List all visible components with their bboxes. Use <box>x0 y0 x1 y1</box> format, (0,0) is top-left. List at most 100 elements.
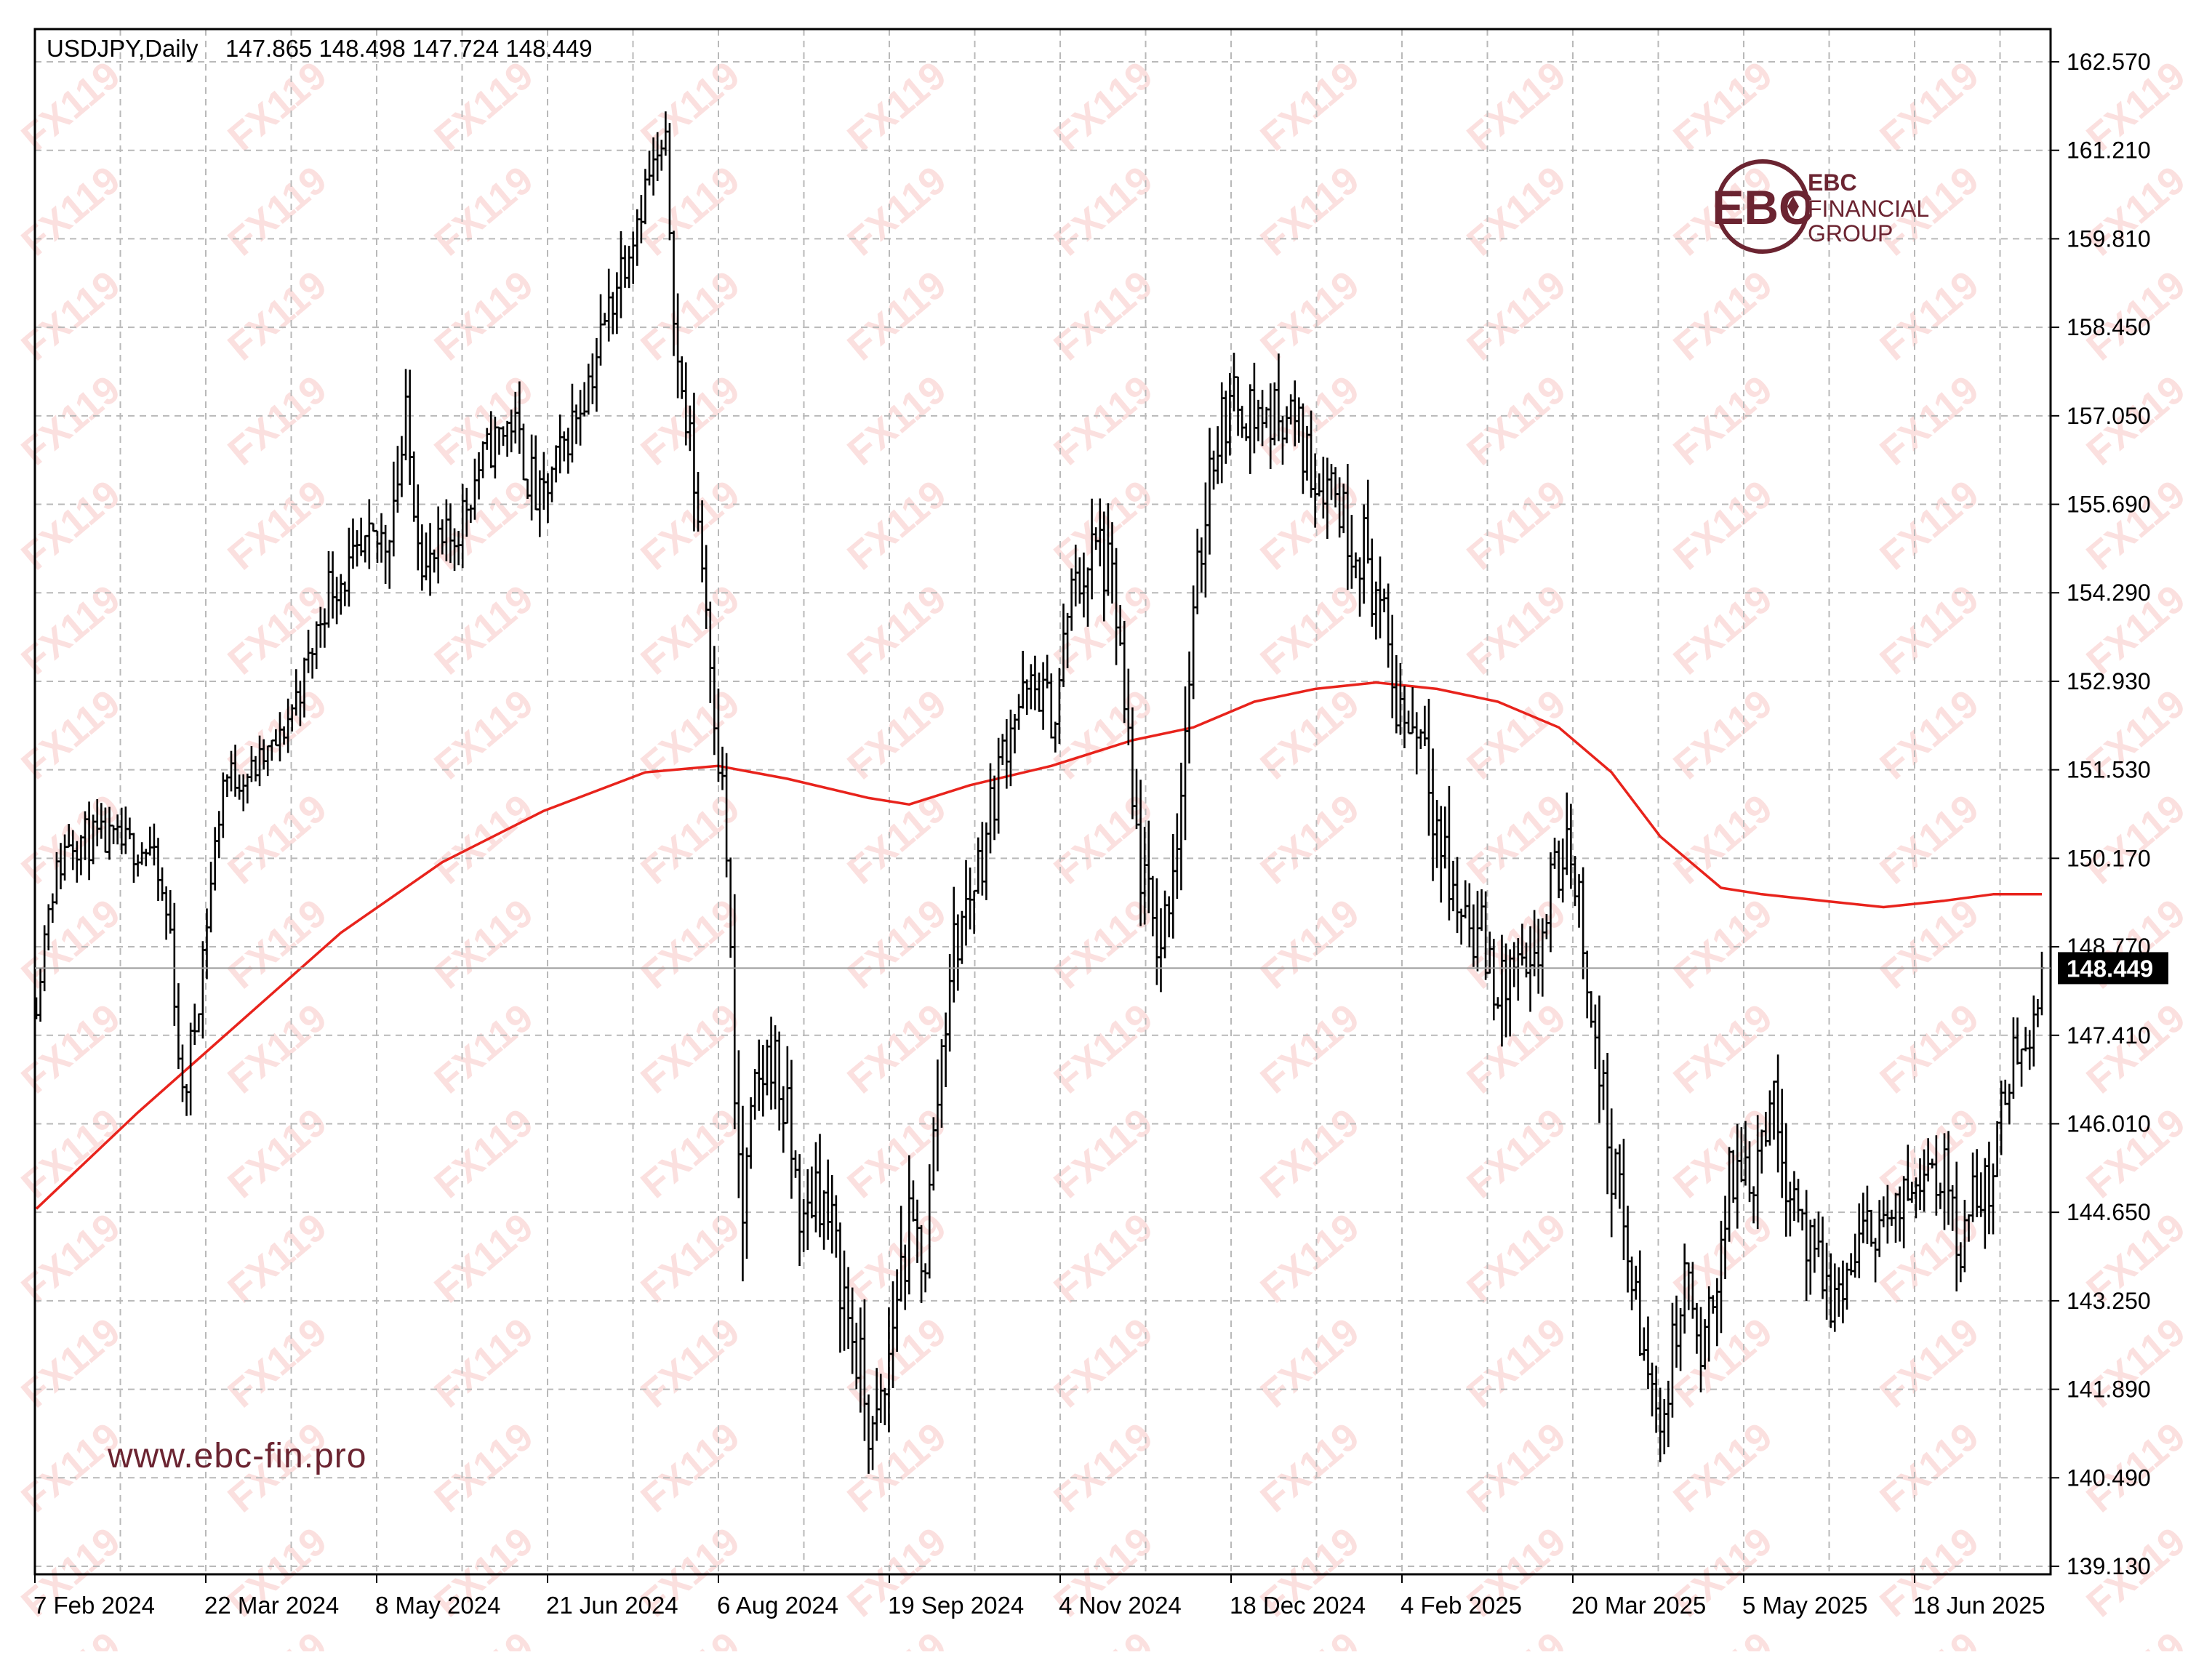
price-bars-layer <box>33 111 2045 1474</box>
y-tick-label: 151.530 <box>2067 757 2151 783</box>
y-tick-label: 155.690 <box>2067 492 2151 518</box>
ohlc-readout: 147.865 148.498 147.724 148.449 <box>225 35 593 62</box>
watermark-text: FX119 <box>426 158 541 264</box>
watermark-text: FX119 <box>1665 995 1780 1102</box>
watermark-text: FX119 <box>220 681 334 788</box>
watermark-text: FX119 <box>426 53 541 159</box>
watermark-text: FX119 <box>426 263 541 369</box>
watermark-text: FX119 <box>1665 1624 1780 1651</box>
watermark-text: FX119 <box>426 681 541 788</box>
y-tick-label: 157.050 <box>2067 403 2151 429</box>
y-tick-label: 143.250 <box>2067 1288 2151 1314</box>
watermark-text: FX119 <box>1872 786 1987 892</box>
watermark-text: FX119 <box>220 1100 334 1206</box>
watermark-text: FX119 <box>426 1414 541 1520</box>
watermark-text: FX119 <box>1252 786 1367 892</box>
x-tick-label: 22 Mar 2024 <box>204 1592 339 1619</box>
watermark-text: FX119 <box>426 1205 541 1311</box>
watermark-text: FX119 <box>1665 891 1780 997</box>
x-tick-label: 21 Jun 2024 <box>546 1592 678 1619</box>
watermark-text: FX119 <box>13 367 128 473</box>
watermark-text: FX119 <box>633 1624 748 1651</box>
watermark-text: FX119 <box>13 891 128 997</box>
watermark-text: FX119 <box>633 53 748 159</box>
x-tick-label: 5 May 2025 <box>1742 1592 1867 1619</box>
watermark-text: FX119 <box>1046 1310 1161 1416</box>
watermark-text: FX119 <box>839 158 954 264</box>
watermark-text: FX119 <box>1665 1100 1780 1206</box>
watermark-text: FX119 <box>1665 472 1780 578</box>
watermark-text: FX119 <box>1872 472 1987 578</box>
watermark-text: FX119 <box>426 472 541 578</box>
watermark-text: FX119 <box>220 263 334 369</box>
last-price-label: 148.449 <box>2067 955 2153 982</box>
watermark-text: FX119 <box>633 1310 748 1416</box>
watermark-text: FX119 <box>1252 263 1367 369</box>
website-url: www.ebc-fin.pro <box>107 1437 366 1475</box>
watermark-text: FX119 <box>1459 158 1574 264</box>
watermark-text: FX119 <box>839 367 954 473</box>
y-tick-label: 140.490 <box>2067 1464 2151 1491</box>
watermark-text: FX119 <box>1872 1100 1987 1206</box>
watermark-text: FX119 <box>1046 1205 1161 1311</box>
watermark-text: FX119 <box>220 1205 334 1311</box>
watermark-text: FX119 <box>220 158 334 264</box>
x-tick-label: 7 Feb 2024 <box>33 1592 155 1619</box>
y-tick-label: 147.410 <box>2067 1022 2151 1049</box>
watermark-text: FX119 <box>1665 53 1780 159</box>
y-tick-label: 162.570 <box>2067 49 2151 75</box>
chart-header: USDJPY,Daily 147.865 148.498 147.724 148… <box>47 35 593 62</box>
watermark-text: FX119 <box>1872 1414 1987 1520</box>
moving-average-line <box>35 681 2042 1210</box>
watermark-text: FX119 <box>1252 1100 1367 1206</box>
watermark-text: FX119 <box>1872 681 1987 788</box>
watermark-text: FX119 <box>2078 1624 2193 1651</box>
watermark-text: FX119 <box>839 891 954 997</box>
y-tick-label: 141.890 <box>2067 1377 2151 1403</box>
x-tick-label: 18 Jun 2025 <box>1913 1592 2045 1619</box>
watermark-text: FX119 <box>1459 891 1574 997</box>
watermark-text: FX119 <box>1252 53 1367 159</box>
watermark-text: FX119 <box>1046 263 1161 369</box>
watermark-text: FX119 <box>426 1624 541 1651</box>
watermark-text: FX119 <box>13 472 128 578</box>
watermark-text: FX119 <box>1872 263 1987 369</box>
x-tick-label: 18 Dec 2024 <box>1230 1592 1366 1619</box>
watermark-text: FX119 <box>13 1100 128 1206</box>
watermark-text: FX119 <box>220 472 334 578</box>
watermark-text: FX119 <box>426 995 541 1102</box>
watermark-text: FX119 <box>1046 1414 1161 1520</box>
symbol-label: USDJPY,Daily <box>47 35 199 62</box>
plot-border <box>33 28 2052 1576</box>
watermark-text: FX119 <box>13 1310 128 1416</box>
watermark-text: FX119 <box>1459 263 1574 369</box>
x-tick-label: 8 May 2024 <box>375 1592 500 1619</box>
watermark-layer: FX119 FX119 FX119 FX119 FX119 FX119 FX119 FX119… <box>13 53 2193 1655</box>
watermark-text: FX119 <box>1046 1100 1161 1206</box>
watermark-text: FX119 <box>426 891 541 997</box>
watermark-text: FX119 <box>633 1414 748 1520</box>
watermark-text: FX119 <box>633 263 748 369</box>
watermark-text: FX119 <box>1665 1205 1780 1311</box>
watermark-text: FX119 <box>1459 995 1574 1102</box>
price-axis: 162.570 161.210 159.810 158.450 157.050 155.6… <box>2051 49 2168 1579</box>
watermark-text: FX119 <box>1872 367 1987 473</box>
x-tick-label: 4 Nov 2024 <box>1059 1592 1182 1619</box>
watermark-text: FX119 <box>1252 891 1367 997</box>
watermark-text: FX119 <box>1459 1624 1574 1651</box>
y-tick-label: 139.130 <box>2067 1553 2151 1579</box>
y-tick-label: 146.010 <box>2067 1110 2151 1137</box>
watermark-text: FX119 <box>633 995 748 1102</box>
logo-star-icon <box>1787 196 1799 217</box>
watermark-text: FX119 <box>1459 367 1574 473</box>
watermark-text: FX119 <box>1252 1310 1367 1416</box>
time-axis: 7 Feb 2024 22 Mar 2024 8 May 2024 21 Jun 20… <box>33 1574 2045 1619</box>
watermark-text: FX119 <box>220 367 334 473</box>
watermark-text: FX119 <box>1459 1100 1574 1206</box>
watermark-text: FX119 <box>1459 1310 1574 1416</box>
brand-line-2: FINANCIAL <box>1808 196 1929 222</box>
watermark-text: FX119 <box>1046 367 1161 473</box>
last-price-label-box <box>2058 952 2168 985</box>
watermark-text: FX119 <box>13 995 128 1102</box>
